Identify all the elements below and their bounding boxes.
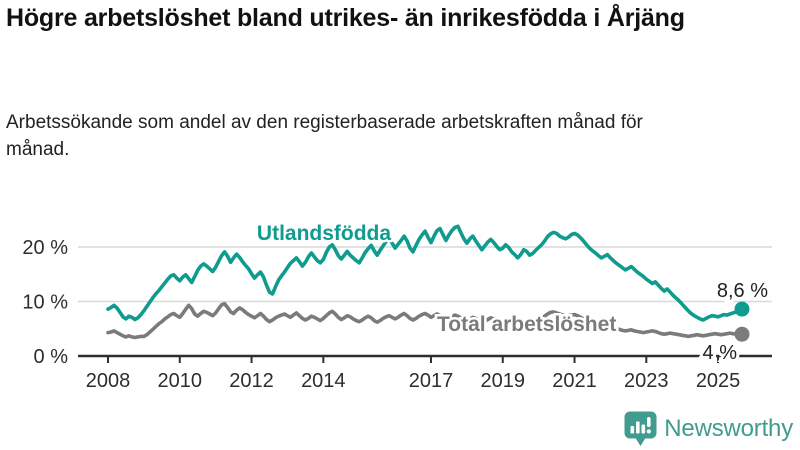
- series-end-dot-1: [734, 326, 750, 342]
- x-tick-label-2021: 2021: [552, 370, 597, 392]
- chart-title: Högre arbetslöshet bland utrikes- än inr…: [6, 4, 685, 32]
- series-label-0: Utlandsfödda: [257, 222, 391, 245]
- y-tick-label-0: 0 %: [34, 346, 69, 368]
- x-tick-label-2023: 2023: [624, 370, 669, 392]
- x-tick-label-2019: 2019: [481, 370, 526, 392]
- x-tick-label-2014: 2014: [301, 370, 346, 392]
- newsworthy-wordmark: Newsworthy: [664, 415, 793, 442]
- newsworthy-logo[interactable]: Newsworthy: [624, 411, 793, 447]
- x-tick-label-2010: 2010: [158, 370, 203, 392]
- chart-subtitle: Arbetssökande som andel av den registerb…: [6, 112, 643, 160]
- y-tick-label-20: 20 %: [22, 237, 68, 259]
- series-line-1: [106, 301, 744, 340]
- series-end-dot-0: [734, 301, 750, 317]
- newsworthy-icon: [624, 411, 657, 446]
- unemployment-line-chart: 0 % 10 % 20 % 2008 2010 2012 2014 2017 2019 2021 2…: [22, 220, 772, 392]
- x-tick-label-2008: 2008: [86, 370, 131, 392]
- series-line-0: [106, 224, 744, 322]
- end-value-label-1: 4 %: [703, 342, 738, 364]
- x-tick-label-2025: 2025: [696, 370, 741, 392]
- y-tick-label-10: 10 %: [22, 292, 68, 314]
- x-tick-label-2012: 2012: [229, 370, 274, 392]
- series-label-1: Total arbetslöshet: [437, 313, 616, 336]
- x-tick-label-2017: 2017: [409, 370, 454, 392]
- end-value-label-0: 8,6 %: [717, 280, 768, 302]
